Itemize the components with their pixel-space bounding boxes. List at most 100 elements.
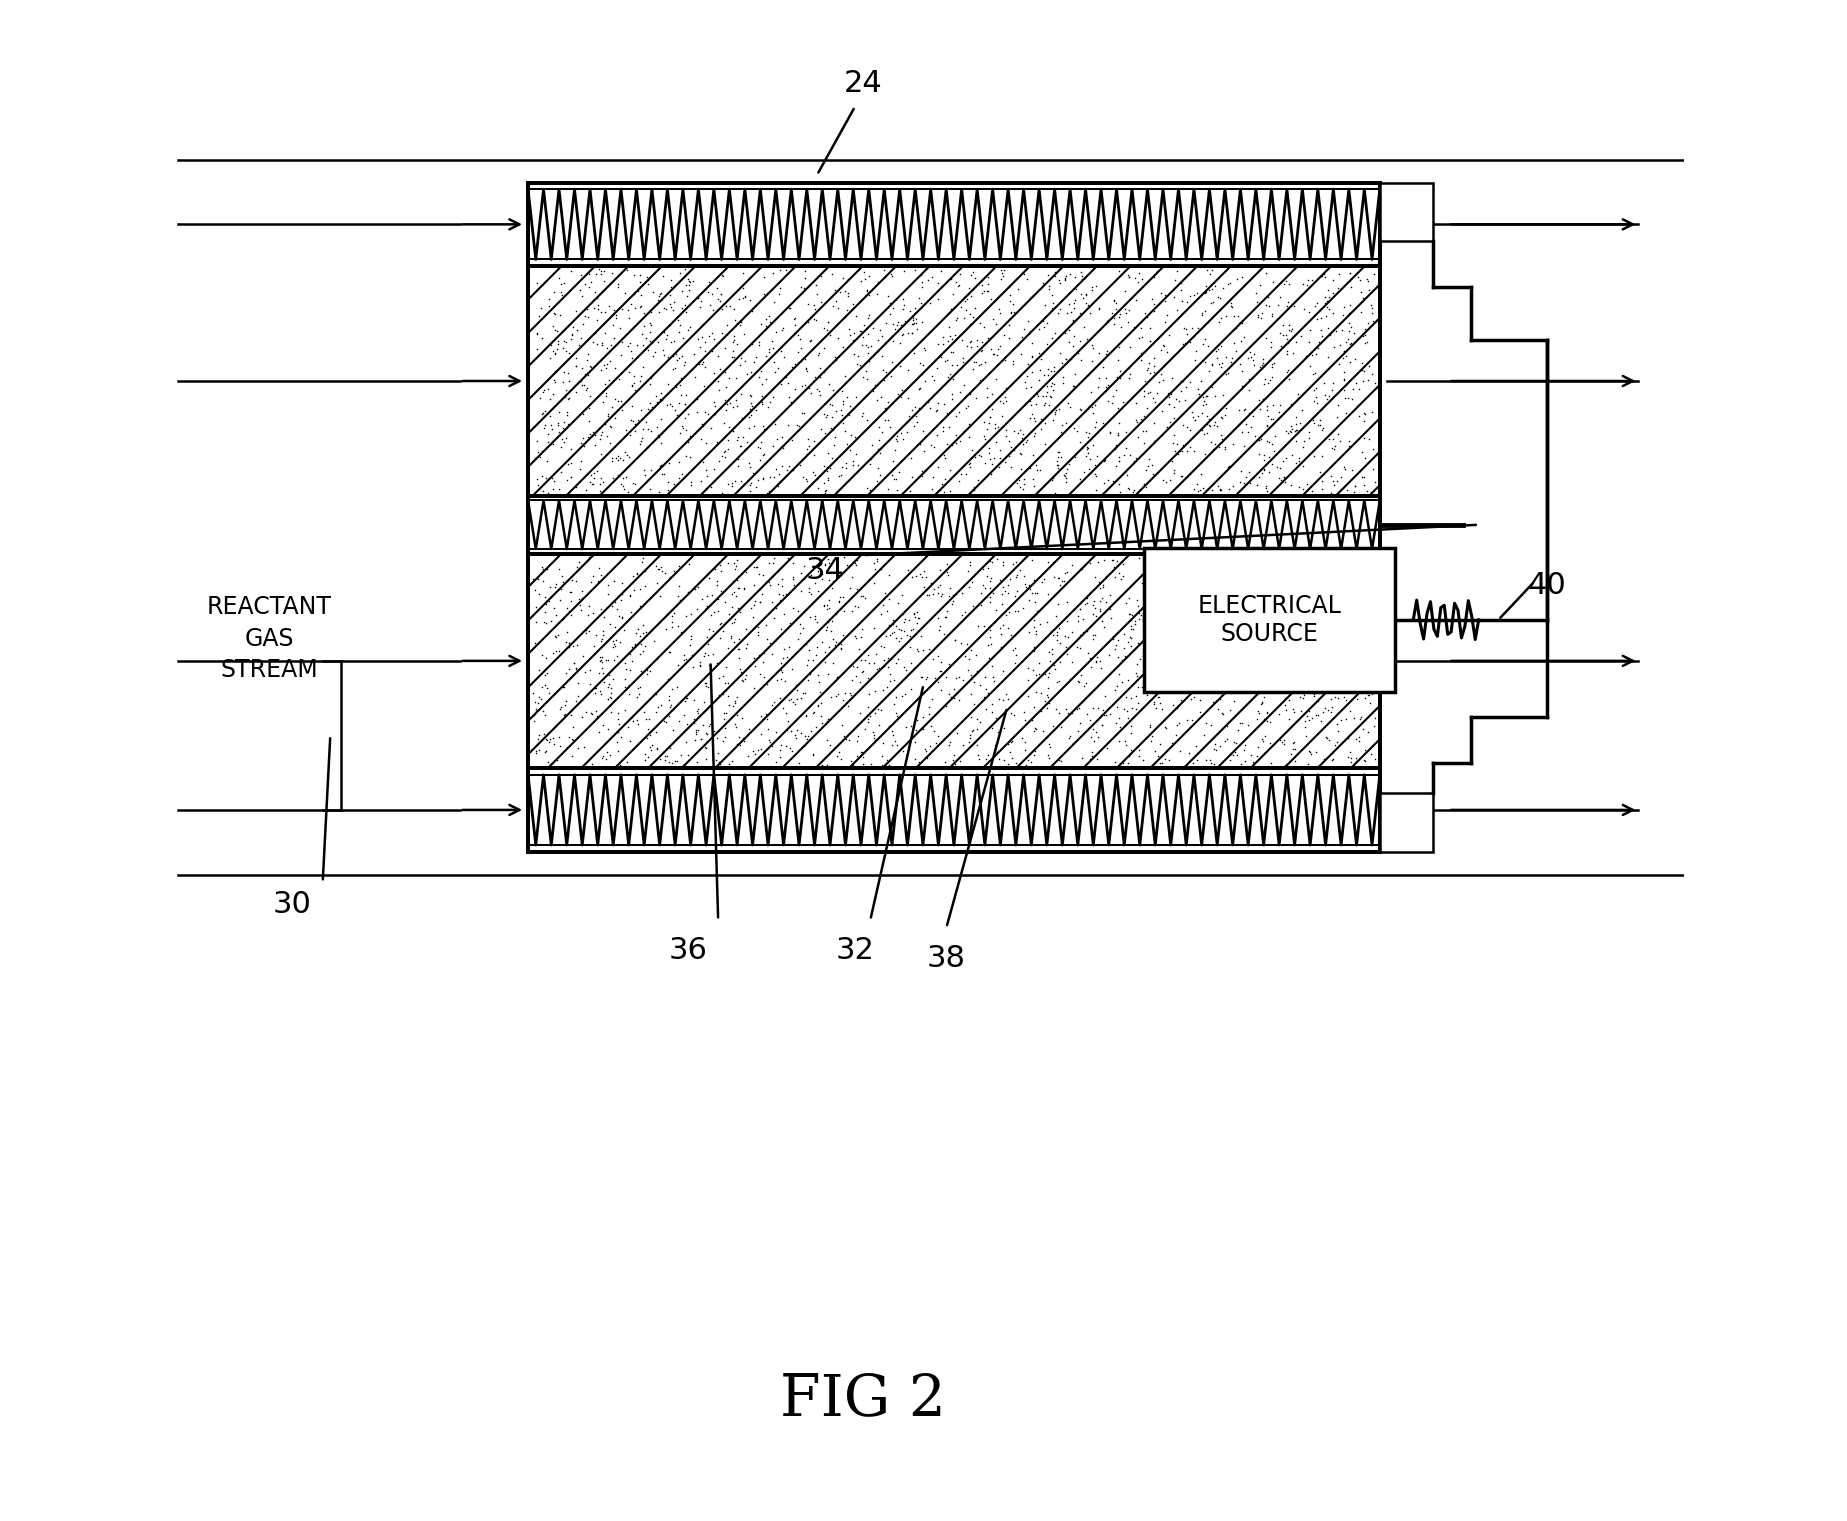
Point [870, 581, 899, 605]
Point [565, 368, 595, 392]
Point [728, 668, 757, 692]
Point [912, 665, 942, 689]
Point [1130, 475, 1160, 499]
Point [1274, 272, 1304, 297]
Point [1282, 405, 1311, 429]
Point [818, 736, 848, 760]
Point [536, 727, 565, 751]
Text: 32: 32 [835, 935, 874, 966]
Point [1317, 748, 1346, 773]
Point [1291, 715, 1321, 739]
Point [1053, 625, 1082, 649]
Point [1191, 411, 1221, 435]
Point [896, 446, 925, 470]
Point [920, 435, 949, 459]
Point [816, 684, 846, 709]
Point [977, 700, 1007, 724]
Point [1359, 371, 1389, 395]
Point [713, 472, 742, 496]
Point [1223, 604, 1252, 628]
Point [1073, 640, 1103, 665]
Point [1206, 405, 1236, 429]
Point [1210, 555, 1239, 580]
Point [894, 634, 924, 659]
Point [1319, 747, 1348, 771]
Point [1101, 678, 1130, 703]
Point [824, 739, 853, 764]
Point [803, 281, 833, 306]
Point [1300, 608, 1330, 633]
Point [534, 721, 563, 745]
Point [1038, 291, 1068, 315]
Point [890, 681, 920, 706]
Point [938, 742, 968, 767]
Point [1219, 621, 1249, 645]
Point [646, 453, 676, 478]
Point [816, 392, 846, 417]
Point [1346, 659, 1376, 683]
Point [988, 659, 1018, 683]
Point [888, 286, 918, 310]
Point [1350, 473, 1380, 497]
Point [587, 619, 617, 643]
Point [556, 580, 585, 604]
Point [598, 666, 628, 691]
Point [973, 325, 1003, 350]
Point [861, 557, 890, 581]
Point [1162, 592, 1191, 616]
Point [1058, 374, 1088, 399]
Point [877, 613, 907, 637]
Point [523, 566, 552, 590]
Point [1230, 733, 1260, 757]
Point [1066, 555, 1095, 580]
Point [1130, 403, 1160, 427]
Point [1346, 465, 1376, 490]
Point [560, 651, 589, 675]
Point [975, 576, 1005, 601]
Point [933, 551, 962, 575]
Point [1047, 351, 1077, 376]
Point [1047, 750, 1077, 774]
Point [624, 624, 654, 648]
Point [1197, 353, 1226, 377]
Point [621, 347, 650, 371]
Point [755, 310, 785, 335]
Point [1134, 447, 1164, 472]
Point [558, 729, 587, 753]
Point [610, 578, 639, 602]
Point [759, 289, 789, 313]
Point [1112, 301, 1141, 325]
Point [602, 272, 632, 297]
Point [726, 657, 755, 681]
Point [883, 733, 912, 757]
Point [1018, 344, 1047, 368]
Point [1034, 684, 1064, 709]
Point [807, 753, 837, 777]
Point [853, 695, 883, 719]
Point [1193, 257, 1223, 281]
Point [1345, 639, 1374, 663]
Point [1335, 350, 1365, 374]
Point [731, 618, 761, 642]
Point [827, 584, 857, 608]
Point [1084, 341, 1114, 365]
Point [658, 295, 687, 319]
Point [1213, 360, 1243, 385]
Point [1213, 453, 1243, 478]
Point [811, 405, 840, 429]
Point [1040, 356, 1069, 380]
Point [685, 649, 715, 674]
Point [770, 345, 800, 370]
Point [1001, 433, 1031, 458]
Point [925, 259, 955, 283]
Point [935, 575, 964, 599]
Point [754, 716, 783, 741]
Point [635, 391, 665, 415]
Point [813, 459, 842, 484]
Point [1051, 347, 1080, 371]
Point [1310, 383, 1339, 408]
Point [1269, 465, 1298, 490]
Point [556, 259, 585, 283]
Point [635, 329, 665, 353]
Point [597, 262, 626, 286]
